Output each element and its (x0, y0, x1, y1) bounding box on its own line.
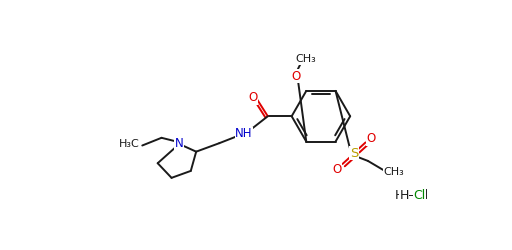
Text: N: N (175, 138, 184, 150)
Text: O: O (292, 70, 301, 83)
Text: O: O (332, 163, 342, 176)
Text: O: O (248, 91, 258, 104)
Text: Cl: Cl (413, 189, 425, 202)
Text: H: H (399, 189, 409, 202)
Text: O: O (367, 132, 376, 145)
Text: CH₃: CH₃ (295, 54, 316, 64)
Text: H₃C: H₃C (119, 139, 140, 149)
Text: H—Cl: H—Cl (395, 189, 429, 202)
Text: NH: NH (235, 128, 252, 140)
Text: S: S (350, 147, 358, 160)
Text: CH₃: CH₃ (383, 168, 404, 177)
